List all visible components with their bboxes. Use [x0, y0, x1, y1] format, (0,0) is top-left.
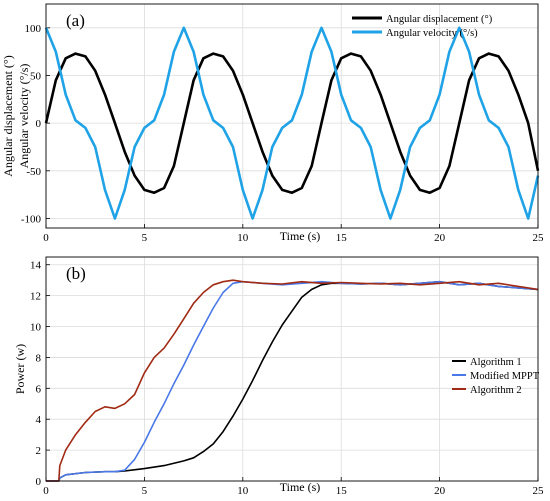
- y-tick-label-b: 0: [36, 476, 42, 488]
- panel-label-b: (b): [66, 264, 86, 283]
- y-tick-label-a: 0: [36, 118, 42, 130]
- y-tick-label-b: 14: [30, 260, 42, 272]
- x-tick-label-b: 0: [43, 485, 49, 497]
- x-tick-label-b: 15: [336, 485, 348, 497]
- y-axis-label-b-0: Power (w): [13, 344, 27, 394]
- y-tick-label-a: -100: [21, 213, 42, 225]
- y-tick-label-b: 12: [30, 291, 41, 303]
- y-tick-label-a: 50: [30, 70, 42, 82]
- panel-b-chart: 0 5 10 15 20 25 0 2 4 6 8 10 12 14 (b) Time (s) Power (w…: [13, 256, 545, 497]
- plot-area-b: [46, 257, 538, 481]
- axes-frame-a: [45, 3, 539, 229]
- x-tick-label-a: 20: [434, 232, 446, 244]
- panel-label-a: (a): [66, 11, 85, 30]
- legend-label-b-0: Algorithm 1: [470, 357, 522, 368]
- y-tick-label-b: 8: [36, 352, 42, 364]
- x-tick-label-b: 5: [142, 485, 148, 497]
- y-tick-label-a: -50: [26, 166, 41, 178]
- legend-label-a-1: Angular velocity (°/s): [386, 28, 478, 39]
- y-tick-label-a: 100: [25, 23, 42, 35]
- panel-a-chart: 0 5 10 15 20 25 -100 -50 0 50 100 (a) Time (s) Angula…: [1, 3, 545, 244]
- plot-area-a: [46, 4, 538, 228]
- y-tick-label-b: 10: [30, 322, 42, 334]
- x-tick-label-a: 15: [336, 232, 348, 244]
- x-axis-label-a: Time (s): [280, 229, 321, 243]
- legend-label-b-1: Modified MPPT: [470, 371, 540, 382]
- y-axis-label-a-0: Angular displacement (°): [1, 55, 15, 176]
- x-tick-label-b: 10: [237, 485, 249, 497]
- x-tick-label-a: 5: [142, 232, 148, 244]
- y-tick-label-b: 6: [36, 383, 42, 395]
- x-axis-label-b: Time (s): [280, 480, 321, 494]
- series-line-a-0: [44, 52, 540, 194]
- series-line-a-1: [44, 26, 540, 220]
- series-line-b-1: [46, 280, 539, 482]
- y-tick-label-b: 4: [36, 414, 42, 426]
- legend-label-a-0: Angular displacement (°): [386, 14, 493, 25]
- y-axis-label-a-1: Angular velocity (°/s): [17, 64, 31, 169]
- axes-frame-b: [45, 256, 539, 482]
- x-tick-label-a: 10: [237, 232, 249, 244]
- x-tick-label-b: 20: [434, 485, 446, 497]
- y-tick-label-b: 2: [36, 445, 42, 457]
- legend-label-b-2: Algorithm 2: [470, 385, 522, 396]
- x-tick-label-a: 25: [533, 232, 545, 244]
- x-tick-label-a: 0: [43, 232, 49, 244]
- series-line-b-2: [46, 279, 539, 482]
- x-tick-label-b: 25: [533, 485, 545, 497]
